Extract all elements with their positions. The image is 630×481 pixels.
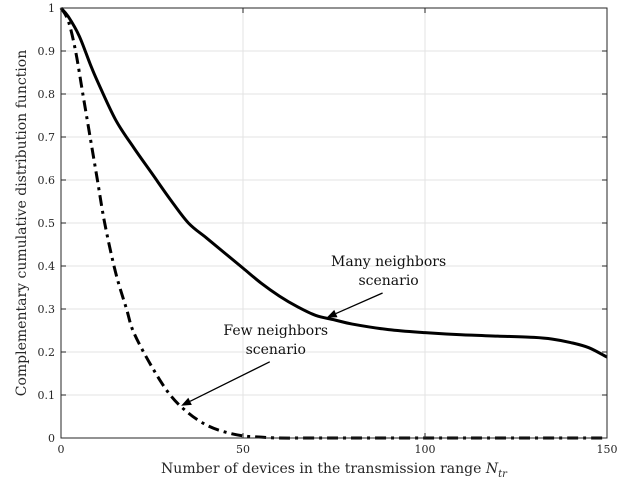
y-tick-label: 0 — [48, 432, 55, 445]
y-axis: 0 0.1 0.2 0.3 0.4 0.5 0.6 0.7 0.8 0.9 1 — [38, 2, 607, 445]
annotations-layer: Many neighbors scenario Few neighbors scena… — [181, 254, 446, 406]
y-tick-label: 0.7 — [38, 131, 56, 144]
y-tick-label: 0.9 — [38, 45, 56, 58]
y-tick-label: 0.4 — [38, 260, 56, 273]
x-tick-label: 150 — [597, 443, 618, 456]
x-tick-label: 0 — [58, 443, 65, 456]
series-many-neighbors-scenario — [59, 6, 608, 359]
y-tick-label: 0.1 — [38, 389, 56, 402]
y-tick-label: 0.3 — [38, 303, 56, 316]
x-axis-label: Number of devices in the transmission ra… — [161, 461, 481, 477]
annotation-many-arrow-line — [335, 292, 383, 315]
x-axis-symbol: N — [485, 461, 499, 477]
y-tick-label: 1 — [48, 2, 55, 15]
annotation-many-line: scenario — [358, 273, 418, 289]
y-tick-label: 0.2 — [38, 346, 56, 359]
x-axis-symbol-subscript: tr — [498, 469, 508, 480]
annotation-many-arrowhead — [326, 309, 338, 318]
x-tick-label: 50 — [236, 443, 250, 456]
annotation-few-line: scenario — [246, 342, 306, 358]
annotation-many-line: Many neighbors — [331, 254, 446, 270]
annotation-few-line: Few neighbors — [223, 323, 328, 339]
x-axis-title: Number of devices in the transmission ra… — [161, 461, 508, 480]
y-tick-label: 0.5 — [38, 217, 56, 230]
annotation-few-arrowhead — [181, 397, 192, 406]
annotation-few-arrow-line — [189, 361, 271, 402]
y-axis-label: Complementary cumulative distribution fu… — [14, 50, 30, 396]
x-tick-label: 100 — [415, 443, 436, 456]
y-tick-label: 0.6 — [38, 174, 56, 187]
x-axis: 0 50 100 150 — [58, 8, 618, 456]
y-tick-label: 0.8 — [38, 88, 56, 101]
